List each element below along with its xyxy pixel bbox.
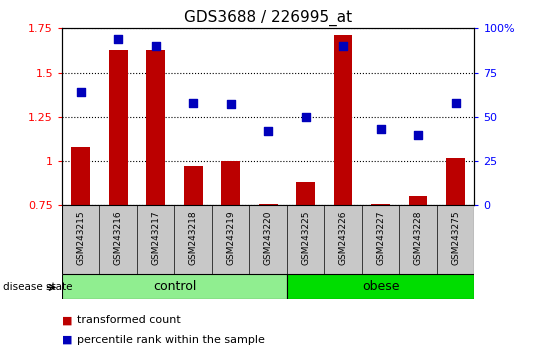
Text: GSM243275: GSM243275 [451,210,460,265]
Bar [71,147,90,205]
Title: GDS3688 / 226995_at: GDS3688 / 226995_at [184,9,352,25]
Text: GSM243219: GSM243219 [226,210,235,265]
Point [301,114,310,120]
Bar [334,35,353,205]
Bar [409,196,427,205]
Point [226,102,235,107]
Bar [371,204,390,205]
Text: GSM243227: GSM243227 [376,210,385,265]
Bar [62,274,287,299]
Text: GSM243228: GSM243228 [413,210,423,265]
Point [189,100,197,105]
Text: percentile rank within the sample: percentile rank within the sample [77,335,265,345]
Point [151,43,160,49]
Text: GSM243220: GSM243220 [264,210,273,265]
Text: GSM243217: GSM243217 [151,210,160,265]
Text: ■: ■ [62,315,72,325]
Point [264,128,273,134]
Text: disease state: disease state [3,282,72,292]
Bar [296,182,315,205]
Text: obese: obese [362,280,399,293]
Point [451,100,460,105]
Bar [446,158,465,205]
Bar [222,161,240,205]
Text: GSM243226: GSM243226 [338,210,348,265]
Bar [146,50,165,205]
Point [339,43,348,49]
Text: ■: ■ [62,335,72,345]
Text: GSM243225: GSM243225 [301,210,310,265]
Bar [287,274,474,299]
Point [376,126,385,132]
Point [77,89,85,95]
Point [114,36,122,42]
Point [414,132,423,137]
Text: GSM243215: GSM243215 [76,210,85,265]
Text: transformed count: transformed count [77,315,181,325]
Text: GSM243218: GSM243218 [189,210,198,265]
Bar [259,204,278,205]
Bar [184,166,203,205]
Bar [109,50,128,205]
Text: GSM243216: GSM243216 [114,210,123,265]
Text: control: control [153,280,196,293]
